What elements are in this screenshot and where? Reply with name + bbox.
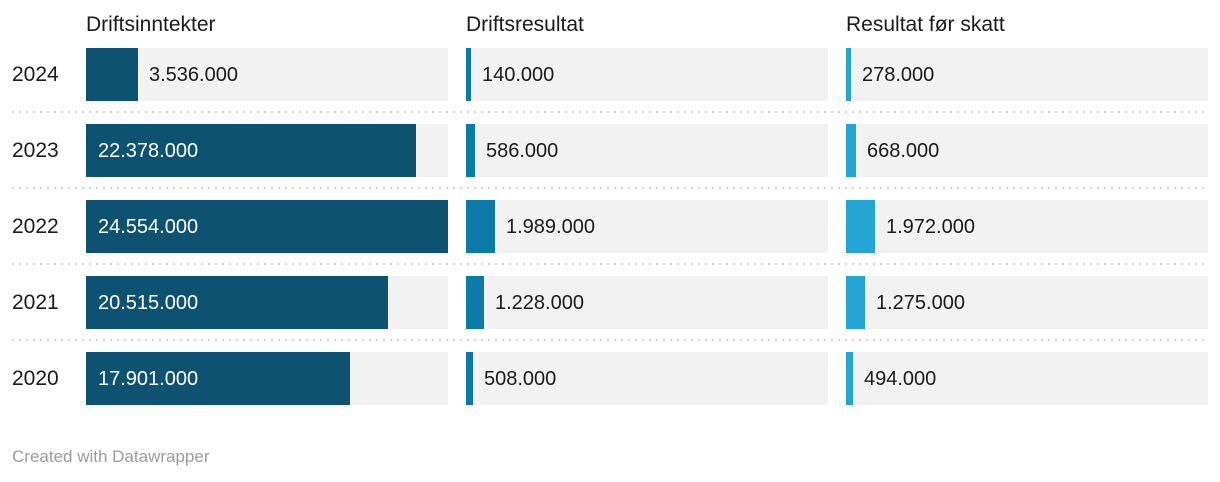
column-header-resultat-for-skatt: Resultat før skatt	[846, 13, 1005, 36]
bar-value-label: 508.000	[484, 368, 557, 390]
column-header-driftsresultat: Driftsresultat	[466, 13, 584, 36]
chart-footer: Created with Datawrapper	[12, 447, 1220, 467]
bar-resultat-for-skatt-2024	[846, 48, 851, 101]
bar-resultat-for-skatt-2020	[846, 352, 854, 405]
table-row-2021: 2021 20.515.000 1.228.000 1.275.000	[0, 276, 1220, 329]
bar-value-label: 24.554.000	[98, 216, 199, 238]
datawrapper-credit-link[interactable]: Created with Datawrapper	[12, 447, 210, 466]
row-year-label: 2020	[12, 367, 59, 390]
bar-track: 586.000	[466, 124, 828, 177]
bar-track: 3.536.000	[86, 48, 448, 101]
table-row-2024: 2024 3.536.000 140.000 278.000	[0, 48, 1220, 101]
bar-value-label: 1.972.000	[886, 216, 975, 238]
bar-value-label: 668.000	[867, 140, 940, 162]
bar-track: 1.275.000	[846, 276, 1208, 329]
bar-resultat-for-skatt-2022	[846, 200, 876, 253]
bar-value-label: 1.228.000	[495, 292, 584, 314]
bar-value-label: 140.000	[482, 64, 555, 86]
bar-track: 1.972.000	[846, 200, 1208, 253]
bar-value-label: 586.000	[486, 140, 559, 162]
bar-value-label: 3.536.000	[149, 64, 238, 86]
bar-driftsresultat-2023	[466, 124, 475, 177]
row-separator	[12, 111, 1208, 113]
table-row-2020: 2020 17.901.000 508.000 494.000	[0, 352, 1220, 405]
bar-driftsresultat-2020	[466, 352, 474, 405]
bar-value-label: 278.000	[862, 64, 935, 86]
bar-track: 140.000	[466, 48, 828, 101]
row-separator	[12, 187, 1208, 189]
bar-track: 1.989.000	[466, 200, 828, 253]
bar-track: 20.515.000	[86, 276, 448, 329]
bar-value-label: 17.901.000	[98, 368, 199, 390]
bar-track: 668.000	[846, 124, 1208, 177]
table-row-2022: 2022 24.554.000 1.989.000 1.972.000	[0, 200, 1220, 253]
bar-track: 494.000	[846, 352, 1208, 405]
bar-driftsinntekter-2021	[86, 276, 389, 329]
bar-value-label: 494.000	[864, 368, 937, 390]
row-separator	[12, 339, 1208, 341]
bar-track: 17.901.000	[86, 352, 448, 405]
column-header-driftsinntekter: Driftsinntekter	[86, 13, 216, 36]
table-row-2023: 2023 22.378.000 586.000 668.000	[0, 124, 1220, 177]
bar-value-label: 1.275.000	[876, 292, 965, 314]
bar-track: 24.554.000	[86, 200, 448, 253]
bar-resultat-for-skatt-2023	[846, 124, 856, 177]
column-headers: Driftsinntekter Driftsresultat Resultat …	[0, 0, 1220, 36]
bar-driftsresultat-2022	[466, 200, 496, 253]
row-year-label: 2024	[12, 63, 59, 86]
bar-value-label: 22.378.000	[98, 140, 199, 162]
bar-driftsresultat-2021	[466, 276, 485, 329]
bar-track: 1.228.000	[466, 276, 828, 329]
bar-track: 508.000	[466, 352, 828, 405]
row-year-label: 2023	[12, 139, 59, 162]
row-year-label: 2021	[12, 291, 59, 314]
bar-resultat-for-skatt-2021	[846, 276, 865, 329]
bar-driftsinntekter-2024	[86, 48, 139, 101]
bar-driftsresultat-2024	[466, 48, 471, 101]
bar-track: 22.378.000	[86, 124, 448, 177]
bar-track: 278.000	[846, 48, 1208, 101]
bar-driftsinntekter-2020	[86, 352, 350, 405]
bar-value-label: 20.515.000	[98, 292, 199, 314]
bar-value-label: 1.989.000	[506, 216, 595, 238]
row-year-label: 2022	[12, 215, 59, 238]
bar-driftsinntekter-2022	[86, 200, 448, 253]
bar-driftsinntekter-2023	[86, 124, 416, 177]
row-separator	[12, 263, 1208, 265]
year-column-spacer	[12, 13, 68, 36]
